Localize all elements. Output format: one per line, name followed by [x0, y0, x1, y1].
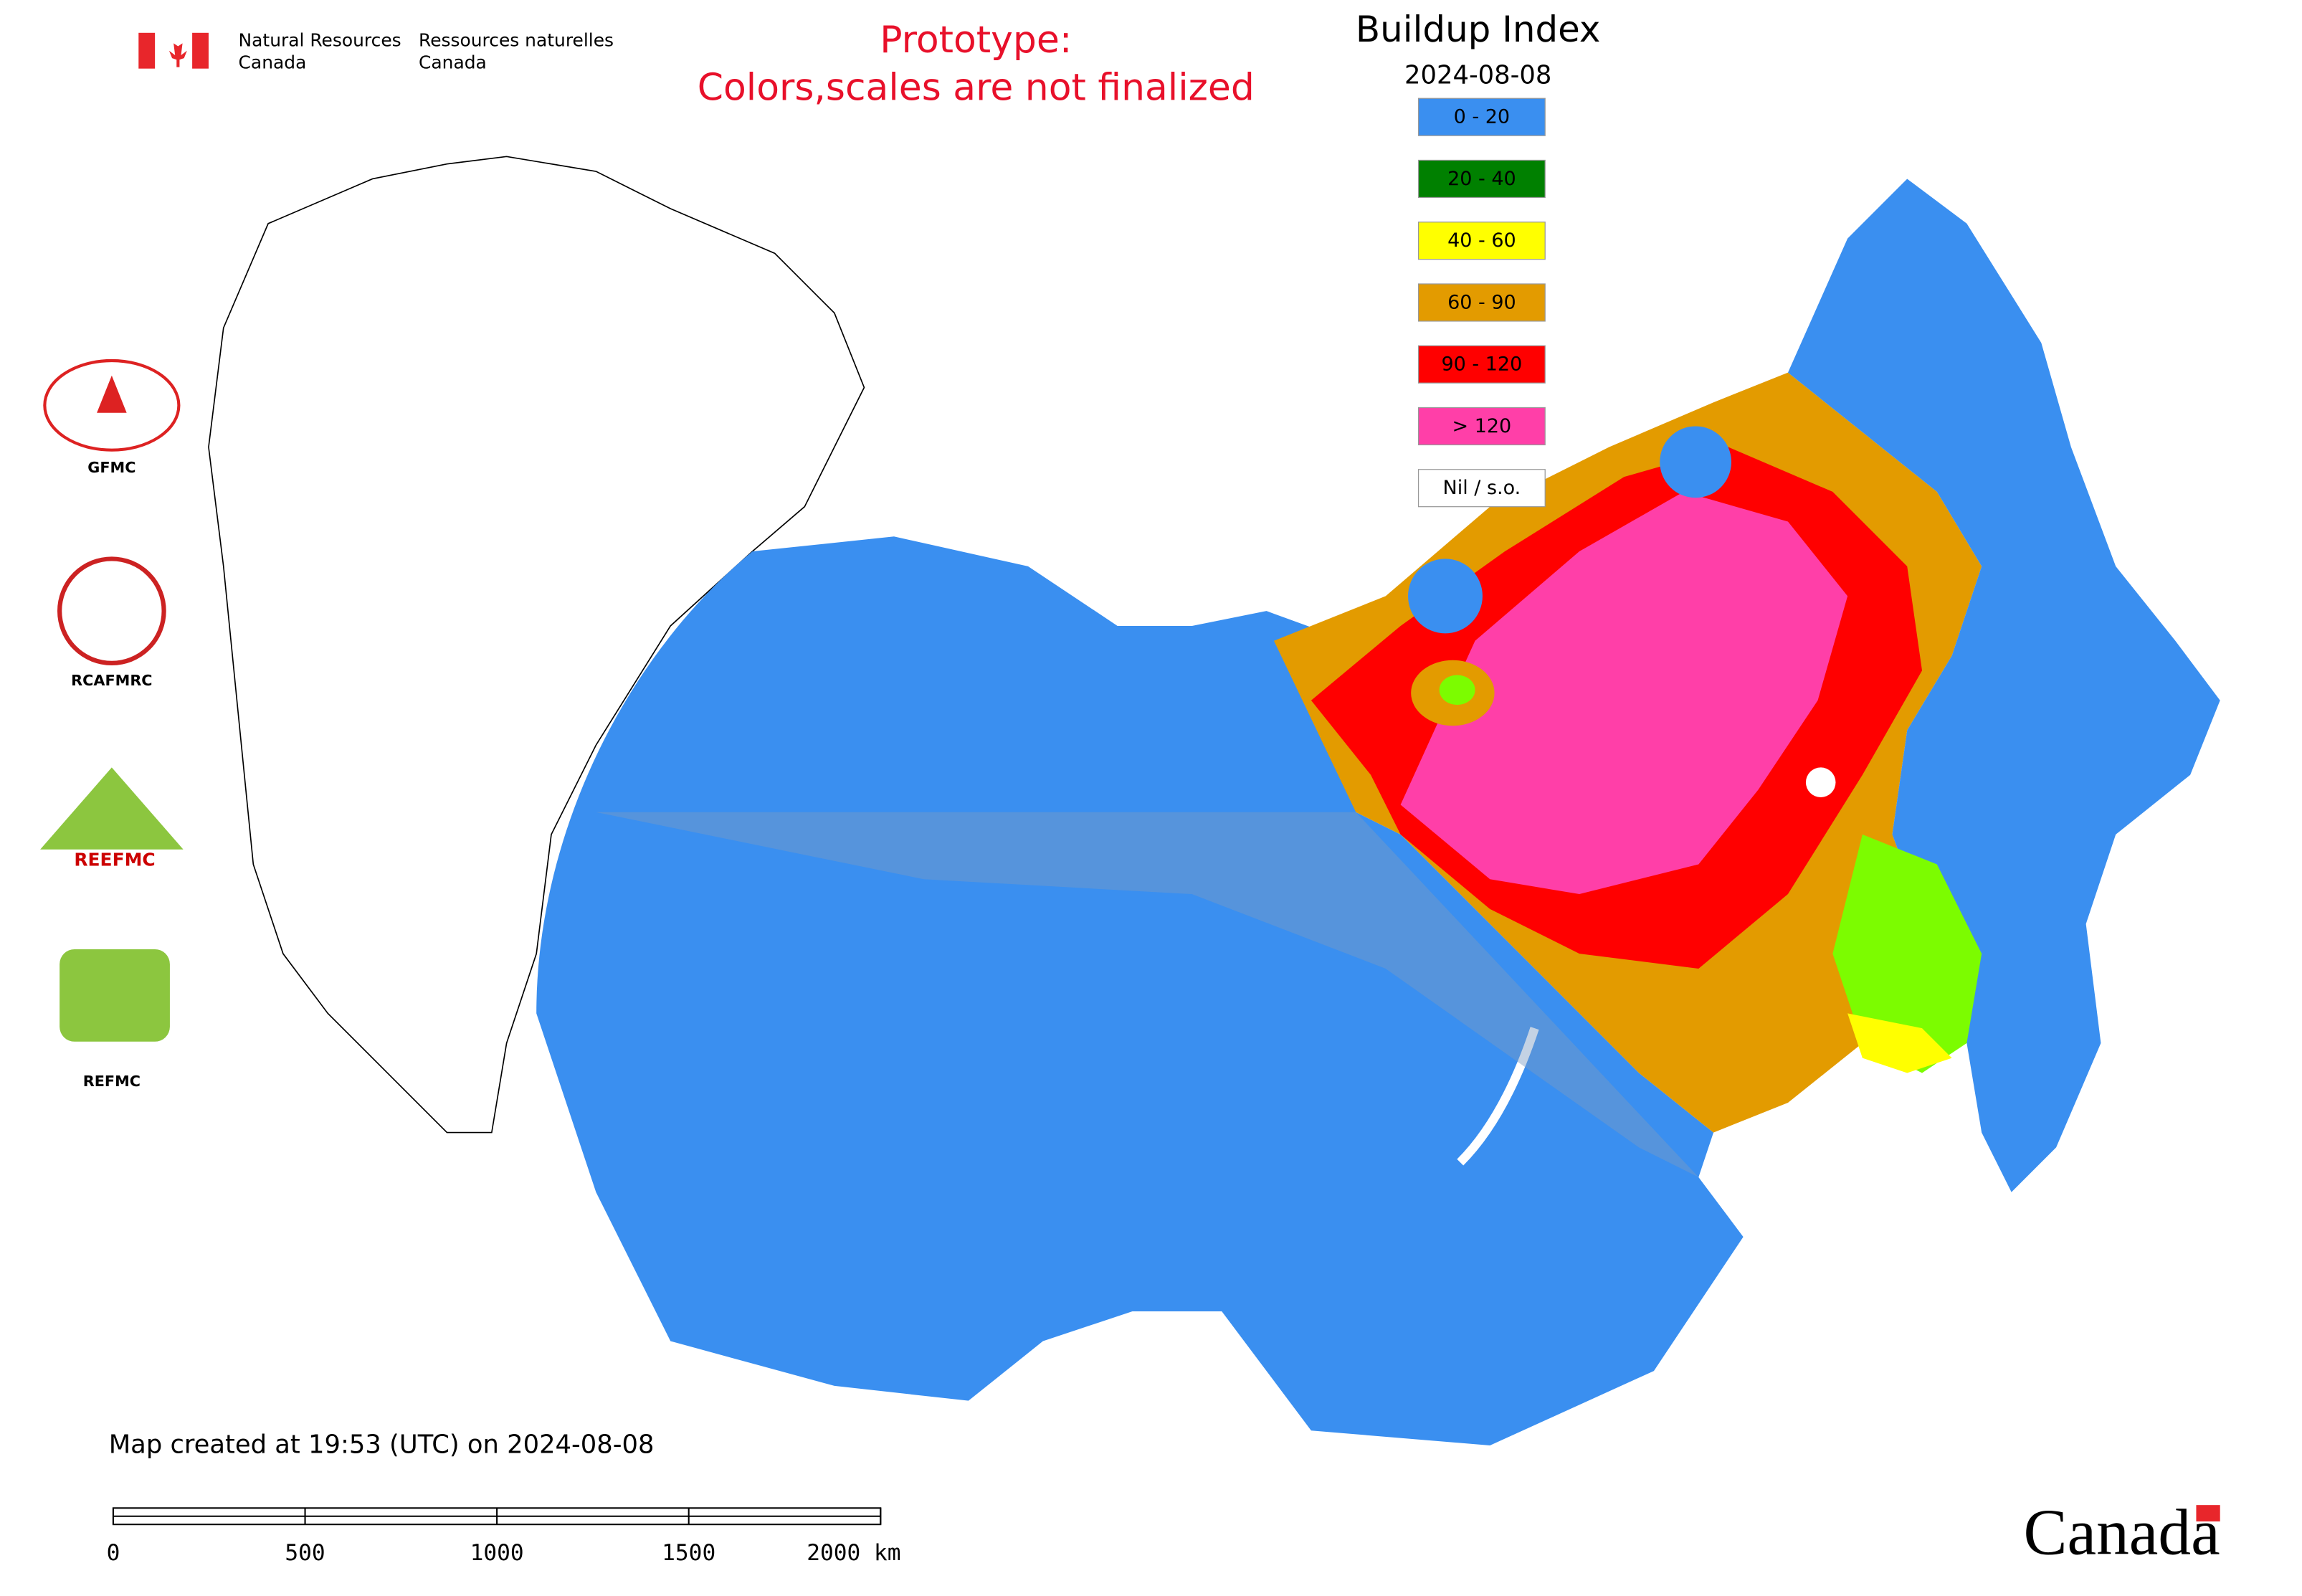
legend-label: 60 - 90	[1447, 291, 1516, 313]
canada-wordmark: Canada	[2024, 1496, 2220, 1569]
scale-label: 1500	[662, 1540, 715, 1566]
notice: Prototype:	[880, 19, 1072, 62]
lake	[1457, 1027, 1539, 1166]
maple-leaf	[168, 37, 187, 67]
department-fr: Ressources naturelles	[419, 29, 614, 50]
legend-swatch	[1417, 159, 1546, 199]
department-en: Natural Resources	[239, 29, 401, 50]
region-pink	[1400, 491, 1848, 895]
logo-rcafmrc	[57, 556, 166, 666]
region-yellow	[1847, 1013, 1952, 1073]
scale-label: 0	[107, 1540, 120, 1566]
scale-bar: 0 500 1000 1500 2000 km	[107, 1507, 901, 1566]
logo-label: GFMC	[87, 459, 135, 476]
gov-signature: Natural Resources Canada Ressources natu…	[138, 29, 614, 73]
legend-label: 90 - 120	[1441, 353, 1522, 376]
legend: 0 - 20 20 - 40 40 - 60 60 - 90 90 - 120 > 120…	[1417, 98, 1546, 508]
logos: GFMC RCAFMRC REEFMC REFMC	[40, 358, 184, 1090]
region-east-low	[1787, 179, 2220, 1192]
legend-swatch	[1417, 469, 1546, 508]
logo-refmc	[60, 949, 170, 1042]
wordmark-flag	[2196, 1505, 2220, 1522]
logo-flame	[97, 375, 127, 413]
legend-label: > 120	[1452, 415, 1512, 437]
region-low	[1660, 426, 1732, 498]
swath-artifact	[596, 812, 1699, 1177]
creation-note: Map created at 19:53 (UTC) on 2024-08-08	[109, 1430, 655, 1459]
logo-label: REFMC	[83, 1073, 141, 1090]
flag-bar	[192, 32, 209, 69]
legend-label: 0 - 20	[1454, 106, 1510, 128]
legend-title: Buildup Index	[1356, 9, 1601, 50]
region-low	[1408, 559, 1483, 634]
legend-swatch	[1417, 283, 1546, 322]
department-fr: Canada	[419, 52, 487, 73]
department-en: Canada	[239, 52, 307, 73]
legend-swatch	[1417, 222, 1546, 260]
logo-reefmc	[40, 767, 184, 850]
nil-spot	[1805, 767, 1836, 797]
legend-swatch	[1417, 98, 1546, 136]
map	[208, 156, 2220, 1446]
notice: Colors,scales are not finalized	[698, 66, 1255, 109]
legend-label: 40 - 60	[1447, 229, 1516, 252]
legend-label: 20 - 40	[1447, 168, 1516, 190]
scale-label: 1000	[470, 1540, 524, 1566]
logo-label: REEFMC	[74, 850, 155, 870]
region-green	[1832, 834, 1982, 1073]
scale-label: 500	[285, 1540, 325, 1566]
scale-label: 2000 km	[807, 1540, 900, 1566]
logo-label: RCAFMRC	[71, 672, 152, 689]
legend-label: Nil / s.o.	[1443, 477, 1521, 499]
region-low	[536, 536, 1744, 1446]
region-green	[1439, 675, 1475, 706]
western-outline	[208, 156, 865, 1134]
legend-swatch	[1417, 345, 1546, 384]
legend-swatch	[1417, 407, 1546, 446]
flag-bar	[138, 32, 156, 69]
legend-date: 2024-08-08	[1404, 60, 1551, 90]
